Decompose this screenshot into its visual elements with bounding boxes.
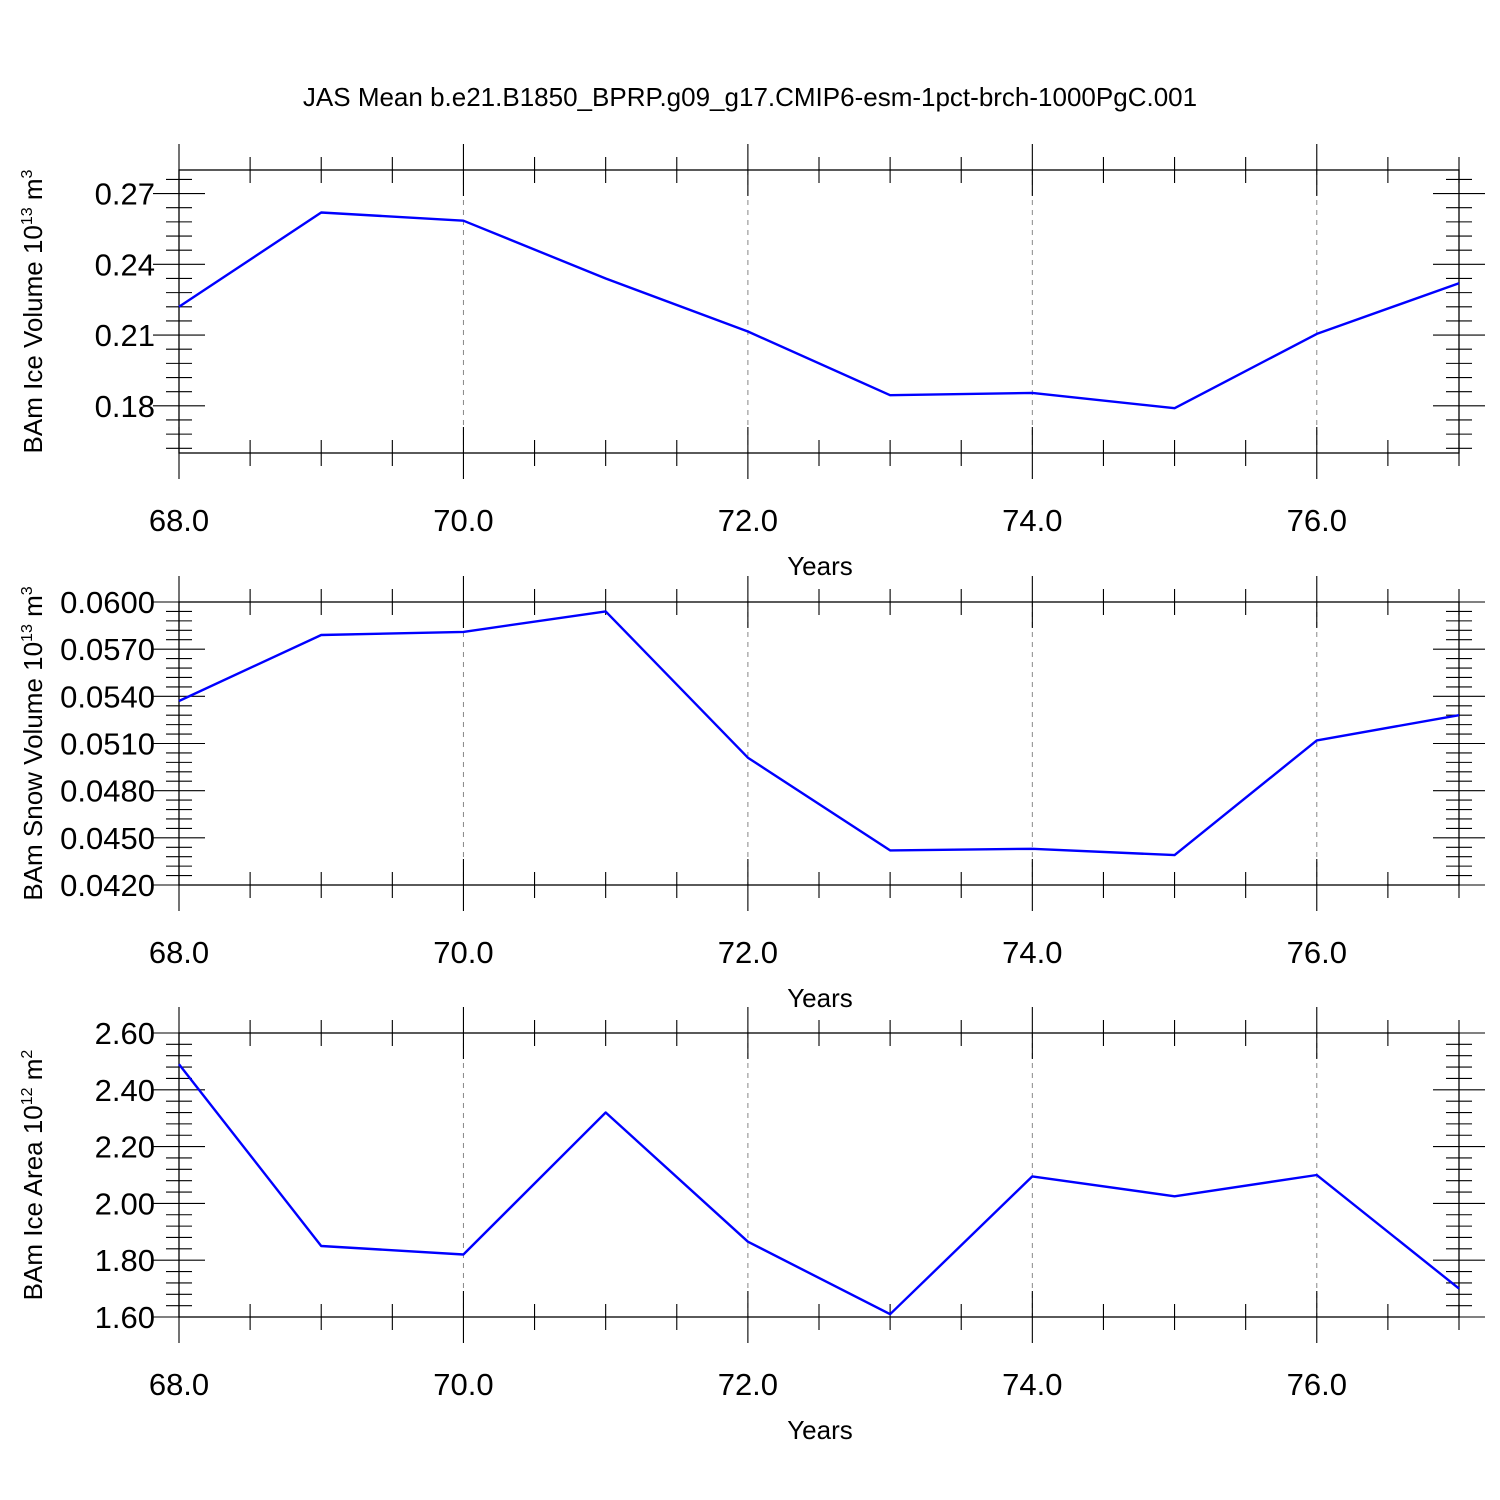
- ice-area-y-tick-label: 2.60: [95, 1016, 155, 1051]
- ice-area-y-tick-label: 2.20: [95, 1130, 155, 1165]
- chart-title: JAS Mean b.e21.B1850_BPRP.g09_g17.CMIP6-…: [303, 82, 1197, 112]
- ice-area-x-tick-label: 70.0: [433, 1367, 493, 1402]
- snow-volume-y-tick-label: 0.0480: [60, 774, 155, 809]
- ice-area-y-tick-label: 1.80: [95, 1243, 155, 1278]
- snow-volume-y-tick-label: 0.0540: [60, 679, 155, 714]
- snow-volume-x-tick-label: 74.0: [1002, 935, 1062, 970]
- ice-area-plot-frame: [178, 1032, 1460, 1318]
- snow-volume-y-tick-label: 0.0420: [60, 868, 155, 903]
- snow-volume-y-tick-label: 0.0570: [60, 632, 155, 667]
- snow-volume-x-tick-label: 70.0: [433, 935, 493, 970]
- snow-volume-plot-frame: [178, 601, 1460, 886]
- ice-volume-x-tick-label: 74.0: [1002, 503, 1062, 538]
- snow-volume-x-tick-label: 72.0: [718, 935, 778, 970]
- ice-volume-y-tick-label: 0.24: [95, 247, 155, 282]
- snow-volume-y-axis-title: BAm Snow Volume 1013 m3: [18, 586, 48, 900]
- ice-volume-x-tick-label: 70.0: [433, 503, 493, 538]
- ice-area-panel: 68.0 70.0 72.0 74.0 76.0 1.60 1.80 2.00 2.20 2.40…: [18, 1007, 1485, 1445]
- ice-volume-panel: 68.0 70.0 72.0 74.0 76.0 0.18 0.21 0.24 0.27 Year…: [18, 144, 1485, 581]
- ice-area-x-tick-label: 72.0: [718, 1367, 778, 1402]
- ice-volume-x-tick-label: 68.0: [149, 503, 209, 538]
- snow-volume-x-tick-label: 68.0: [149, 935, 209, 970]
- ice-volume-y-tick-label: 0.18: [95, 389, 155, 424]
- snow-volume-series-line: [178, 610, 1460, 857]
- ice-area-y-tick-label: 2.40: [95, 1073, 155, 1108]
- ice-volume-x-tick-label: 72.0: [718, 503, 778, 538]
- ice-volume-series-line: [178, 211, 1460, 410]
- snow-volume-y-tick-label: 0.0600: [60, 585, 155, 620]
- ice-area-x-tick-label: 74.0: [1002, 1367, 1062, 1402]
- snow-volume-x-axis-title: Years: [787, 983, 853, 1013]
- snow-volume-x-tick-label: 76.0: [1287, 935, 1347, 970]
- ice-volume-y-tick-label: 0.27: [95, 177, 155, 212]
- ice-area-x-axis-title: Years: [787, 1415, 853, 1445]
- ice-area-y-tick-label: 1.60: [95, 1300, 155, 1335]
- ice-area-x-tick-label: 68.0: [149, 1367, 209, 1402]
- ice-volume-plot-frame: [178, 169, 1460, 454]
- ice-volume-y-axis-title: BAm Ice Volume 1013 m3: [18, 169, 48, 453]
- snow-volume-panel: 68.0 70.0 72.0 74.0 76.0 0.0420 0.0450 0.0480 0.…: [18, 576, 1485, 1013]
- ice-volume-x-tick-label: 76.0: [1287, 503, 1347, 538]
- ice-area-x-tick-label: 76.0: [1287, 1367, 1347, 1402]
- ice-area-y-axis-title: BAm Ice Area 1012 m2: [18, 1050, 48, 1301]
- snow-volume-y-tick-label: 0.0510: [60, 727, 155, 762]
- ice-area-y-tick-label: 2.00: [95, 1186, 155, 1221]
- ice-area-series-line: [178, 1063, 1460, 1316]
- snow-volume-y-tick-label: 0.0450: [60, 821, 155, 856]
- ice-volume-y-tick-label: 0.21: [95, 318, 155, 353]
- ice-volume-x-axis-title: Years: [787, 551, 853, 581]
- panels: 68.0 70.0 72.0 74.0 76.0 0.18 0.21 0.24 0.27 Year…: [18, 144, 1485, 1445]
